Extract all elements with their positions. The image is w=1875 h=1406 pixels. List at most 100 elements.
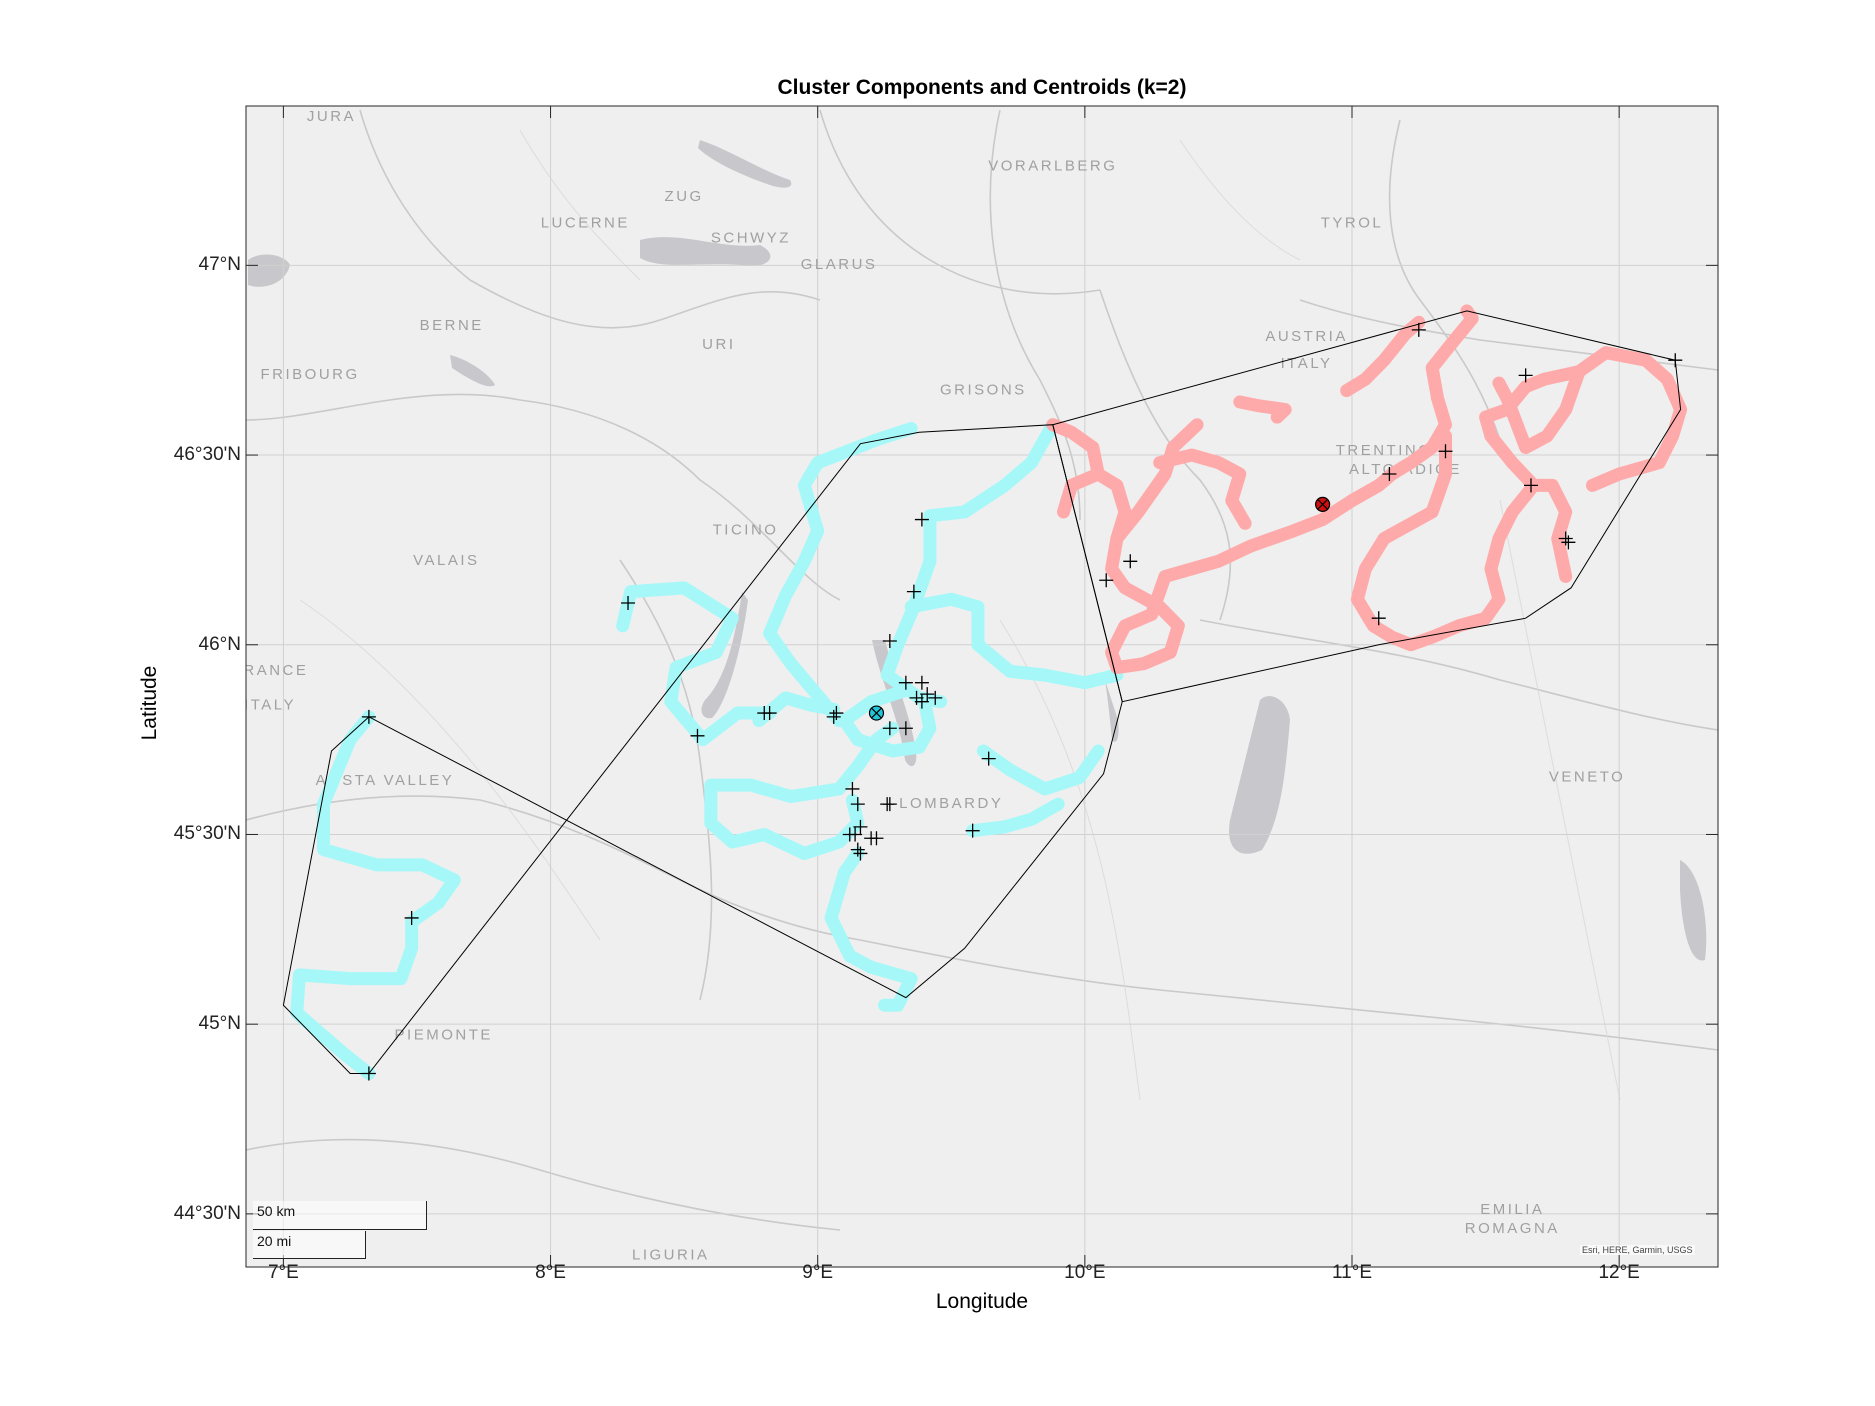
centroid-cross — [1317, 498, 1329, 510]
cluster-1-point — [914, 512, 929, 527]
map-label: VALAIS — [413, 552, 479, 569]
map-label: TICINO — [713, 522, 779, 539]
lake-neuchatel — [248, 254, 290, 287]
lake-garda — [1229, 696, 1290, 854]
chart-title: Cluster Components and Centroids (k=2) — [777, 76, 1187, 99]
lake-zurich — [698, 140, 792, 188]
map-label: PIEMONTE — [395, 1026, 493, 1043]
x-tick-label: 11°E — [1332, 1262, 1372, 1283]
x-tick-label: 12°E — [1598, 1262, 1640, 1283]
cluster-1-track — [752, 691, 841, 728]
cluster-1-hull — [282, 424, 1123, 1074]
x-axis-label: Longitude — [935, 1290, 1029, 1313]
y-tick-label: 47°N — [198, 254, 241, 276]
x-tick-label: 9°E — [802, 1262, 834, 1283]
map-label: BERNE — [420, 317, 484, 334]
cluster-1-track — [966, 797, 1065, 838]
cluster-1-point — [826, 709, 841, 724]
cluster-1-track — [837, 683, 937, 758]
map-label: SCHWYZ — [711, 230, 791, 247]
cluster-1-point — [882, 633, 897, 648]
cluster-1-point — [965, 823, 980, 838]
cluster-2-track — [1350, 429, 1573, 652]
cluster-2-track — [1153, 448, 1252, 530]
cluster-2-centroid — [1315, 496, 1331, 512]
lake-thun — [450, 355, 495, 387]
cluster-2-point — [1523, 478, 1538, 493]
scale-bar-mi-label: 20 mi — [257, 1233, 292, 1249]
cluster-2-point — [1668, 353, 1683, 368]
basemap-background — [246, 106, 1718, 1267]
cluster-1-point — [762, 706, 777, 721]
cluster-1-track — [763, 422, 918, 728]
cluster-1-point — [850, 797, 865, 812]
cluster-1-track — [880, 513, 948, 709]
cluster-2-point — [1099, 573, 1114, 588]
cluster-2-track — [1340, 315, 1426, 398]
cluster-2-track — [1479, 346, 1688, 492]
map-label: TRENTINO — [1336, 442, 1433, 459]
map-label: EMILIA — [1480, 1201, 1544, 1218]
lake-iseo — [1105, 680, 1119, 742]
lake-lucerne — [640, 237, 771, 266]
cluster-1-track — [923, 418, 1060, 523]
cluster-1-point — [869, 831, 884, 846]
cluster-tracks — [290, 304, 1688, 1080]
map-label: LUCERNE — [541, 214, 630, 231]
cluster-2-track — [1110, 418, 1204, 546]
cluster-points — [361, 322, 1683, 1081]
cluster-1-point — [920, 687, 935, 702]
map-label: FRANCE — [232, 662, 309, 679]
cluster-2-track — [1056, 467, 1105, 519]
cluster-2-track — [1233, 395, 1292, 424]
region-borders — [246, 109, 1718, 1231]
map-label: JURA — [307, 108, 356, 125]
map-label: FRIBOURG — [261, 366, 360, 383]
map-label: VORARLBERG — [988, 158, 1117, 175]
lake-east — [1680, 860, 1707, 961]
cluster-1-point — [853, 819, 868, 834]
cluster-2-point — [1438, 444, 1453, 459]
cluster-1-point — [621, 596, 636, 611]
map-label: ROMAGNA — [1465, 1220, 1560, 1237]
cluster-1-point — [361, 709, 376, 724]
map-label: AUSTRIA — [1265, 328, 1348, 345]
y-tick-label: 46°N — [198, 633, 241, 655]
cluster-1-track — [290, 710, 461, 1080]
cluster-2-point — [1371, 611, 1386, 626]
cluster-1-point — [853, 846, 868, 861]
scale-bar-km: 50 km — [253, 1201, 427, 1230]
cluster-2-track — [1492, 365, 1586, 454]
cluster-2-point — [1558, 531, 1573, 546]
map-label: GRISONS — [940, 381, 1027, 398]
cluster-1-point — [690, 728, 705, 743]
map-label: URI — [702, 336, 735, 353]
x-tick-label: 8°E — [535, 1262, 566, 1283]
y-axis-label: Latitude — [138, 665, 161, 741]
cluster-2-point — [1518, 368, 1533, 383]
cluster-2-track — [1385, 304, 1479, 481]
cluster-1-point — [898, 721, 913, 736]
cluster-2-point — [1561, 535, 1576, 550]
basemap — [246, 106, 1718, 1267]
cluster-1-point — [361, 1066, 376, 1081]
cluster-1-track — [976, 744, 1105, 796]
cluster-1-point — [906, 584, 921, 599]
lake-maggiore — [701, 592, 748, 719]
cluster-1-track — [824, 846, 918, 1012]
map-label: LIGURIA — [632, 1246, 710, 1263]
cluster-1-track — [704, 721, 900, 860]
cluster-1-centroid — [868, 705, 885, 721]
y-tick-label: 45°N — [198, 1013, 241, 1035]
y-tick-label: 46°30'N — [173, 444, 241, 466]
cluster-1-point — [981, 751, 996, 766]
map-label: LOMBARDY — [899, 795, 1003, 812]
y-tick-label: 44°30'N — [173, 1202, 241, 1224]
cluster-hulls — [282, 310, 1682, 1074]
scale-bar-mi: 20 mi — [253, 1231, 366, 1259]
map-attribution: Esri, HERE, Garmin, USGS — [1580, 1245, 1695, 1255]
scale-bar-km-label: 50 km — [257, 1203, 296, 1219]
map-label: VENETO — [1549, 768, 1625, 785]
axes-frame — [245, 105, 1719, 1268]
